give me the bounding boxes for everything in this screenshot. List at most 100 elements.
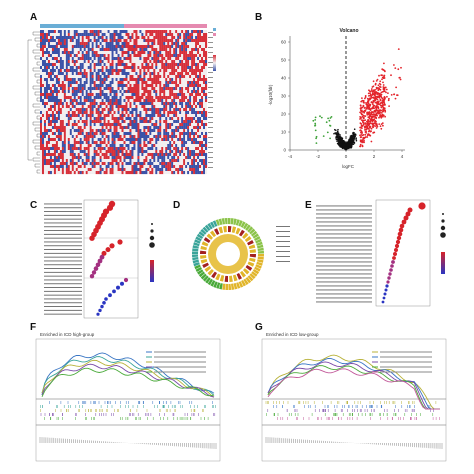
heatmap-cell [117,168,120,172]
heatmap-cell [103,36,106,40]
heatmap-cell [115,171,118,175]
heatmap-cell [145,153,148,157]
heatmap-cell [157,48,160,52]
heatmap-cell [73,108,76,112]
heatmap-cell [107,48,110,52]
heatmap-cell [109,81,112,85]
heatmap-cell [61,57,64,61]
heatmap-cell [41,144,45,148]
heatmap-cell [40,90,43,94]
heatmap-cell [99,171,102,175]
heatmap-cell [161,129,164,133]
heatmap-cell [141,114,144,118]
heatmap-cell [43,147,47,151]
heatmap-cell [175,87,178,91]
heatmap-cell [165,33,168,37]
heatmap-cell [135,108,138,112]
heatmap-cell [107,90,110,94]
heatmap-cell [177,159,180,163]
heatmap-cell [69,96,72,100]
heatmap-cell [51,156,55,160]
heatmap-cell [171,30,174,34]
heatmap-cell [149,84,152,88]
heatmap-cell [75,105,78,109]
heatmap-cell [169,81,172,85]
heatmap-cell [127,141,130,145]
heatmap-cell [181,168,184,172]
heatmap-cell [43,60,47,64]
heatmap-cell [147,117,150,121]
heatmap-cell [131,135,134,139]
heatmap-cell [63,141,66,145]
heatmap-cell [89,135,92,139]
heatmap-cell [65,102,68,106]
heatmap-cell [127,96,130,100]
heatmap-cell [157,141,160,145]
heatmap-cell [109,90,112,94]
heatmap-cell [47,135,51,139]
heatmap-cell [147,72,150,76]
dendrogram-branch [34,37,40,42]
heatmap-cell [171,120,174,124]
heatmap-cell [175,102,178,106]
heatmap-cell [65,72,68,76]
heatmap-cell [43,105,47,109]
heatmap-cell [185,93,188,97]
heatmap-cell [117,147,120,151]
heatmap-cell [105,84,108,88]
heatmap-cell [53,87,57,91]
heatmap-cell [40,66,43,70]
heatmap-cell [47,39,51,43]
heatmap-cell [101,108,104,112]
heatmap-cell [199,51,202,55]
heatmap-cell [203,57,206,61]
heatmap-cell [177,99,180,103]
heatmap-cell [111,75,114,79]
heatmap-cell [47,30,51,34]
heatmap-cell [183,48,186,52]
heatmap-cell [57,30,60,34]
heatmap-cell [183,96,186,100]
heatmap-cell [137,60,140,64]
heatmap-cell [65,33,68,37]
heatmap-cell [135,75,138,79]
volcano-y-tick-label: 0 [283,148,286,153]
heatmap-cell [165,30,168,34]
heatmap-cell [131,114,134,118]
heatmap-cell [59,30,62,34]
heatmap-cell [159,141,162,145]
heatmap-cell [123,120,126,124]
heatmap-cell [95,141,98,145]
heatmap-cell [129,102,132,106]
heatmap-cell [125,51,128,55]
heatmap-cell [77,42,80,46]
heatmap-cell [57,135,60,139]
heatmap-cell [121,108,124,112]
heatmap-cell [139,93,142,97]
heatmap-cell [131,150,134,154]
heatmap-cell [109,135,112,139]
heatmap-cell [63,36,66,40]
heatmap-cell [205,144,208,148]
heatmap-cell [149,162,152,166]
heatmap-cell [145,171,148,175]
heatmap-cell [53,144,57,148]
heatmap-cell [159,96,162,100]
heatmap-cell [167,99,170,103]
heatmap-cell [197,153,200,157]
heatmap-cell [49,36,53,40]
heatmap-cell [121,33,124,37]
heatmap-cell [195,153,198,157]
heatmap-cell [43,135,47,139]
heatmap-cell [163,75,166,79]
heatmap-cell [171,156,174,160]
heatmap-cell [123,144,126,148]
heatmap-cell [79,135,82,139]
heatmap-cell [91,138,94,142]
heatmap-cell [123,84,126,88]
heatmap-cell [147,159,150,163]
heatmap-cell [175,30,178,34]
heatmap-cell [169,105,172,109]
heatmap-cell [105,102,108,106]
heatmap-cell [71,75,74,79]
